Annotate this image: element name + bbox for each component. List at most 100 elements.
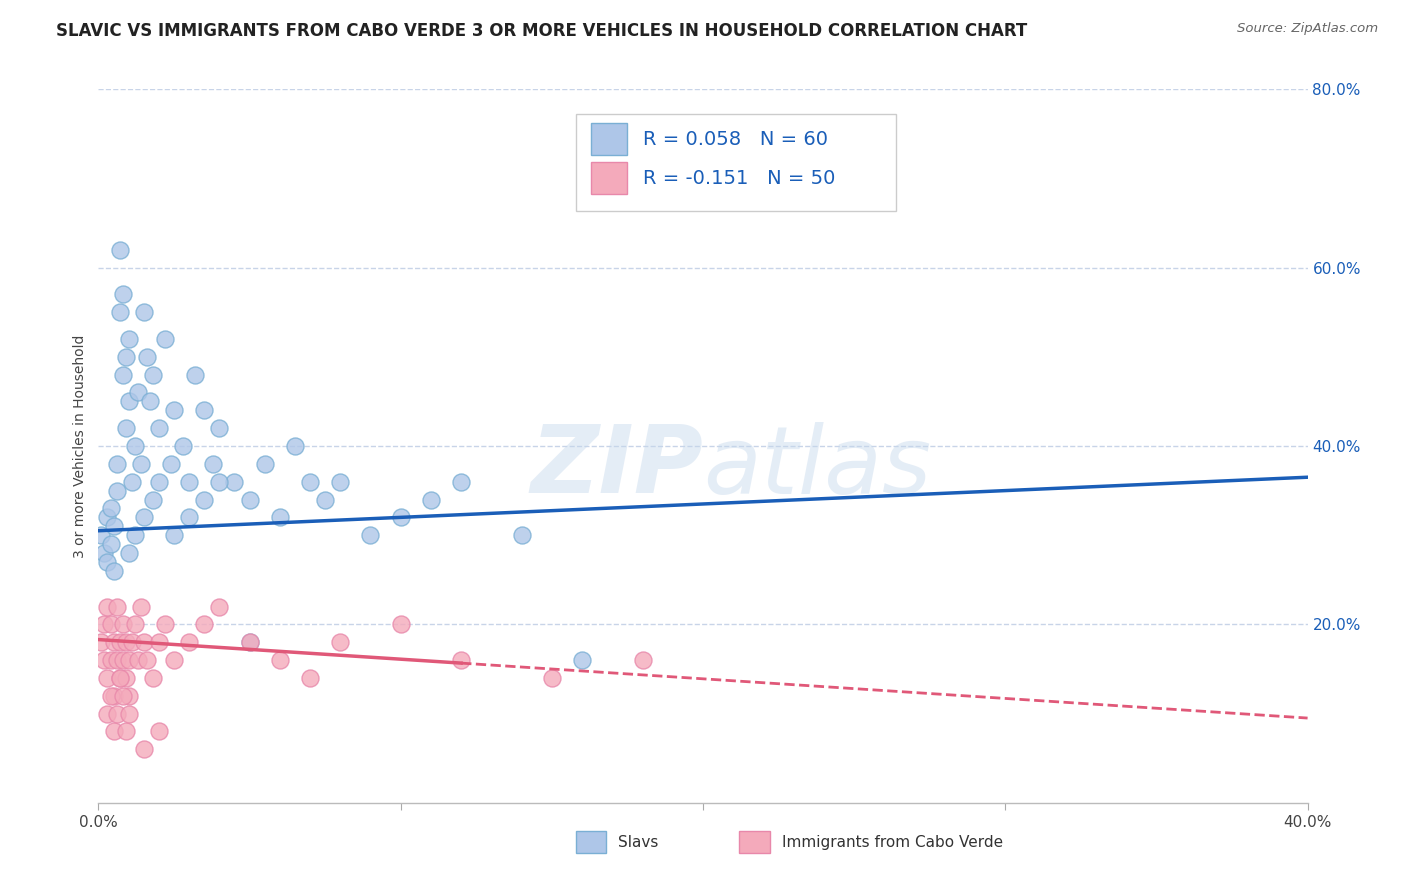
Point	[360, 528, 382, 542]
Point	[108, 635, 131, 649]
Point	[100, 537, 122, 551]
Point	[96, 599, 118, 614]
Point	[114, 671, 136, 685]
Point	[127, 385, 149, 400]
Point	[153, 332, 176, 346]
Point	[111, 653, 134, 667]
Point	[163, 528, 186, 542]
Text: Source: ZipAtlas.com: Source: ZipAtlas.com	[1237, 22, 1378, 36]
Point	[114, 421, 136, 435]
Point	[124, 617, 146, 632]
Point	[172, 439, 194, 453]
Point	[105, 483, 128, 498]
Bar	[591, 162, 627, 194]
Point	[114, 350, 136, 364]
Point	[208, 475, 231, 489]
Point	[108, 671, 131, 685]
Point	[142, 671, 165, 685]
Point	[135, 653, 157, 667]
Point	[450, 475, 472, 489]
Point	[111, 287, 134, 301]
Point	[179, 510, 201, 524]
Text: Slavs: Slavs	[619, 835, 659, 849]
Point	[100, 501, 122, 516]
Text: ZIP: ZIP	[530, 421, 703, 514]
Point	[184, 368, 207, 382]
Point	[121, 635, 143, 649]
Point	[90, 528, 112, 542]
Point	[139, 394, 162, 409]
Point	[132, 635, 155, 649]
Point	[124, 439, 146, 453]
Point	[103, 519, 125, 533]
Point	[153, 617, 176, 632]
Point	[299, 475, 322, 489]
Point	[132, 305, 155, 319]
Point	[208, 599, 231, 614]
Point	[132, 742, 155, 756]
Point	[108, 243, 131, 257]
Point	[389, 510, 412, 524]
Point	[571, 653, 593, 667]
Point	[142, 368, 165, 382]
Point	[135, 350, 157, 364]
Point	[105, 653, 128, 667]
Point	[163, 653, 186, 667]
Text: Immigrants from Cabo Verde: Immigrants from Cabo Verde	[782, 835, 1002, 849]
Point	[118, 546, 141, 560]
Point	[96, 555, 118, 569]
Point	[105, 599, 128, 614]
Point	[105, 457, 128, 471]
Point	[389, 617, 412, 632]
Point	[129, 599, 152, 614]
Point	[329, 475, 352, 489]
Point	[103, 724, 125, 739]
Point	[148, 724, 170, 739]
Point	[132, 510, 155, 524]
Text: R = -0.151   N = 50: R = -0.151 N = 50	[643, 169, 835, 188]
Point	[103, 689, 125, 703]
Point	[105, 706, 128, 721]
Point	[314, 492, 336, 507]
Point	[90, 635, 112, 649]
FancyBboxPatch shape	[576, 114, 897, 211]
Point	[142, 492, 165, 507]
Point	[118, 394, 141, 409]
Point	[269, 510, 291, 524]
Point	[93, 617, 115, 632]
Point	[540, 671, 562, 685]
Text: atlas: atlas	[703, 422, 931, 513]
Point	[114, 635, 136, 649]
Point	[93, 653, 115, 667]
Point	[631, 653, 654, 667]
Point	[96, 671, 118, 685]
Point	[114, 724, 136, 739]
Point	[160, 457, 183, 471]
Point	[118, 706, 141, 721]
Point	[193, 617, 215, 632]
Point	[179, 635, 201, 649]
Point	[329, 635, 352, 649]
Point	[284, 439, 307, 453]
Point	[127, 653, 149, 667]
Point	[239, 635, 262, 649]
Point	[239, 635, 262, 649]
Text: SLAVIC VS IMMIGRANTS FROM CABO VERDE 3 OR MORE VEHICLES IN HOUSEHOLD CORRELATION: SLAVIC VS IMMIGRANTS FROM CABO VERDE 3 O…	[56, 22, 1028, 40]
Point	[103, 635, 125, 649]
Point	[269, 653, 291, 667]
Point	[253, 457, 276, 471]
Point	[224, 475, 246, 489]
Point	[239, 492, 262, 507]
Point	[96, 706, 118, 721]
Point	[118, 689, 141, 703]
Point	[100, 617, 122, 632]
Bar	[591, 123, 627, 155]
Point	[100, 689, 122, 703]
Point	[124, 528, 146, 542]
Text: R = 0.058   N = 60: R = 0.058 N = 60	[643, 129, 828, 149]
Bar	[740, 831, 769, 853]
Point	[118, 653, 141, 667]
Point	[111, 689, 134, 703]
Point	[420, 492, 443, 507]
Point	[193, 403, 215, 417]
